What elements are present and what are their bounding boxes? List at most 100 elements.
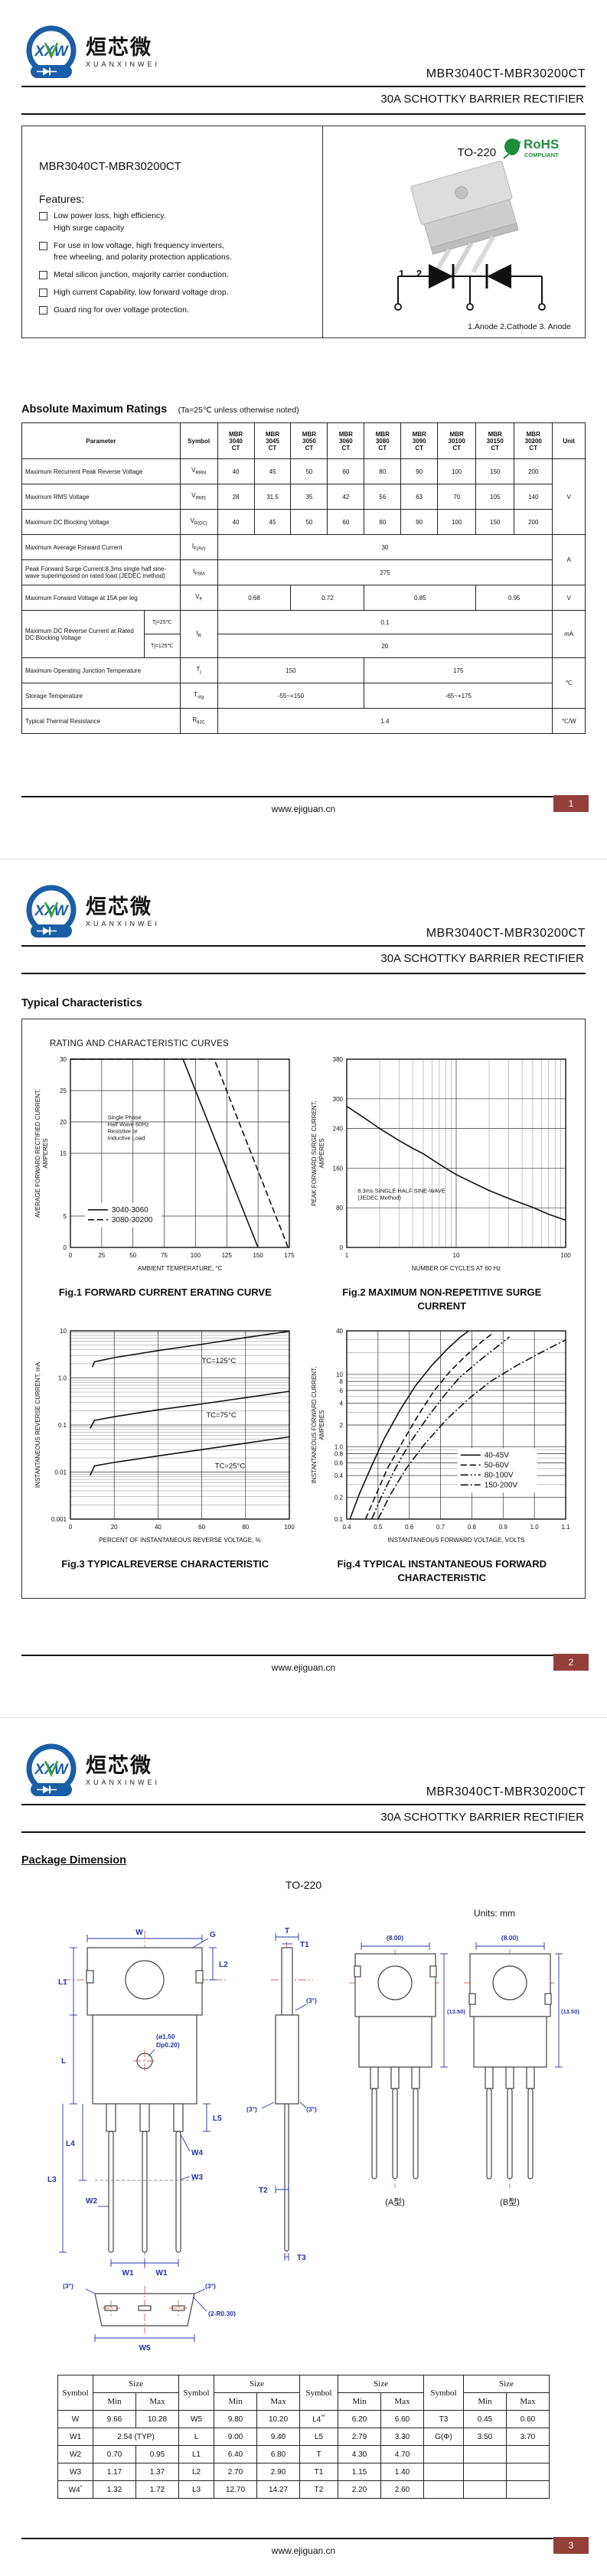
leaf-icon: [504, 139, 521, 155]
svg-text:T: T: [285, 1927, 289, 1935]
table-cell: 9.00: [214, 2428, 257, 2446]
fig1-caption: Fig.1 FORWARD CURRENT ERATING CURVE: [58, 1286, 272, 1298]
svg-text:(8.00): (8.00): [501, 1934, 518, 1942]
svg-text:80-100V: 80-100V: [485, 1471, 514, 1479]
svg-text:(A型): (A型): [385, 2196, 405, 2207]
svg-text:AMBIENT TEMPERATURE, °C: AMBIENT TEMPERATURE, °C: [137, 1265, 222, 1272]
svg-text:(13.50): (13.50): [561, 2008, 579, 2015]
company-name-en: XUANXINWEI: [86, 60, 161, 68]
table-cell: 0.72: [290, 585, 365, 611]
table-row: Maximum DC Reverse Current at Rated DC B…: [21, 610, 586, 658]
datasheet-page-2: XXW 烜芯微 XUANXINWEI MBR3040CT-MBR30200CT …: [0, 859, 607, 1717]
svg-text:30: 30: [60, 1056, 67, 1063]
table-cell: 0.60: [506, 2410, 550, 2428]
svg-text:80: 80: [242, 1524, 249, 1531]
svg-text:(3°): (3°): [306, 1997, 317, 2004]
svg-text:50-60V: 50-60V: [485, 1461, 510, 1469]
part-number-title: MBR3040CT-MBR30200CT: [426, 927, 586, 940]
figure-4: 0.4 0.5 0.6 0.7 0.8 0.9 1.0 1.1 0.1 0.2 0.4 0.6 0.8 1…: [304, 1323, 581, 1584]
svg-text:TC=25°C: TC=25°C: [215, 1462, 246, 1471]
svg-text:TC=75°C: TC=75°C: [206, 1411, 237, 1420]
table-cell: 60: [327, 509, 365, 535]
table-cell: 42: [327, 484, 365, 510]
company-logo: XXW 烜芯微 XUANXINWEI: [21, 1741, 160, 1801]
page-header: XXW 烜芯微 XUANXINWEI MBR3040CT-MBR30200CT …: [21, 859, 586, 974]
svg-text:T2: T2: [259, 2186, 268, 2195]
table-cell: Min: [214, 2392, 257, 2411]
table-cell: Tj: [179, 657, 218, 683]
features-list: Low power loss, high efficiency. High sur…: [39, 210, 315, 316]
svg-text:50: 50: [129, 1252, 136, 1259]
svg-text:15: 15: [60, 1150, 67, 1157]
table-cell: 40: [217, 509, 255, 535]
svg-text:8: 8: [340, 1378, 344, 1385]
svg-text:175: 175: [284, 1252, 295, 1259]
table-cell: 12.70: [214, 2480, 257, 2499]
svg-text:2: 2: [340, 1422, 344, 1429]
table-cell: L4**: [299, 2410, 338, 2428]
table-cell: 3.50: [463, 2428, 507, 2446]
svg-text:XXW: XXW: [34, 903, 69, 919]
svg-text:PEAK FORWARD SURGE CURRENT,AM: PEAK FORWARD SURGE CURRENT,AMPERES: [311, 1101, 325, 1206]
table-cell: RθJC: [179, 708, 218, 734]
table-cell: 6.60: [380, 2410, 424, 2428]
table-cell: T2: [299, 2480, 338, 2499]
table-cell: [506, 2445, 550, 2464]
table-cell: ℃: [552, 657, 586, 709]
svg-text:0.1: 0.1: [58, 1422, 67, 1429]
table-cell: 9.80: [214, 2410, 257, 2428]
svg-text:Dp0.20): Dp0.20): [156, 2041, 180, 2049]
svg-text:TC=125°C: TC=125°C: [201, 1357, 236, 1365]
table-cell: ℃/W: [552, 708, 586, 734]
table-cell: Maximum Forward Voltage at 15A per leg: [21, 585, 181, 611]
dimension-table: Symbol Size Symbol Size Symbol Size Symbol Size…: [57, 2375, 550, 2499]
header-rule-bottom: [21, 113, 586, 115]
table-cell: 14.27: [256, 2480, 300, 2499]
svg-text:W4: W4: [191, 2149, 203, 2157]
table-cell: 200: [514, 458, 553, 484]
company-logo: XXW 烜芯微 XUANXINWEI: [21, 23, 160, 83]
table-cell: Unit: [552, 422, 586, 459]
package-dimension-drawing: W G (ø1.50 Dp0.20) L1 L L4 L3 W2: [47, 1927, 579, 2353]
table-cell: 90: [400, 509, 439, 535]
table-cell: Max: [506, 2392, 550, 2411]
svg-text:(3°): (3°): [63, 2282, 73, 2290]
page-header: XXW 烜芯微 XUANXINWEI MBR3040CT-MBR30200CT …: [21, 1718, 586, 1833]
table-cell: IFSM: [179, 559, 218, 585]
table-cell: 80: [364, 458, 402, 484]
table-cell: 2.70: [214, 2463, 257, 2481]
table-row: Symbol Size Symbol Size Symbol Size Symbol Size: [57, 2375, 550, 2411]
fig3-caption: Fig.3 TYPICALREVERSE CHARACTERISTIC: [61, 1558, 269, 1570]
table-cell: Maximum RMS Voltage: [21, 484, 181, 510]
table-row: W2 0.70 0.95 L1 6.40 6.80 T 4.30 4.70: [57, 2445, 550, 2464]
svg-text:1: 1: [345, 1252, 349, 1259]
page-number-badge: 1: [553, 795, 589, 812]
table-cell: L1: [178, 2445, 214, 2464]
table-cell: IF(AV): [179, 534, 218, 560]
table-cell: W1: [57, 2428, 93, 2446]
table-cell: 0.68: [217, 585, 292, 611]
table-cell: 0.95: [475, 585, 553, 611]
svg-text:75: 75: [161, 1252, 168, 1259]
table-cell: MBR 3045 CT: [253, 422, 292, 459]
table-cell: W3: [57, 2463, 93, 2481]
document-subtitle: 30A SCHOTTKY BARRIER RECTIFIER: [380, 1811, 584, 1824]
svg-text:100: 100: [561, 1252, 572, 1259]
table-row: Parameter Symbol MBR 3040 CT MBR 3045 CT MBR…: [21, 422, 586, 459]
svg-text:25: 25: [60, 1087, 67, 1094]
svg-text:XXW: XXW: [34, 1762, 69, 1778]
svg-text:40: 40: [155, 1524, 162, 1531]
svg-text:100: 100: [190, 1252, 201, 1259]
svg-text:0.8: 0.8: [335, 1451, 344, 1458]
part-number-title: MBR3040CT-MBR30200CT: [426, 67, 586, 80]
table-cell: Maximum Average Forward Current: [21, 534, 181, 560]
svg-text:(3°): (3°): [246, 2105, 257, 2113]
table-cell: 3.30: [380, 2428, 424, 2446]
table-cell: 1.40: [380, 2463, 424, 2481]
units-note: Units: mm: [474, 1908, 515, 1919]
table-cell: 6.80: [256, 2445, 300, 2464]
fig4-caption: Fig.4 TYPICAL INSTANTANEOUS FORWARD: [337, 1558, 547, 1570]
table-cell: 0.70: [93, 2445, 136, 2464]
svg-text:INSTANTANEOUS FORWARD VOLTAGE,: INSTANTANEOUS FORWARD VOLTAGE, VOLTS: [388, 1537, 525, 1544]
table-cell: T1: [299, 2463, 338, 2481]
